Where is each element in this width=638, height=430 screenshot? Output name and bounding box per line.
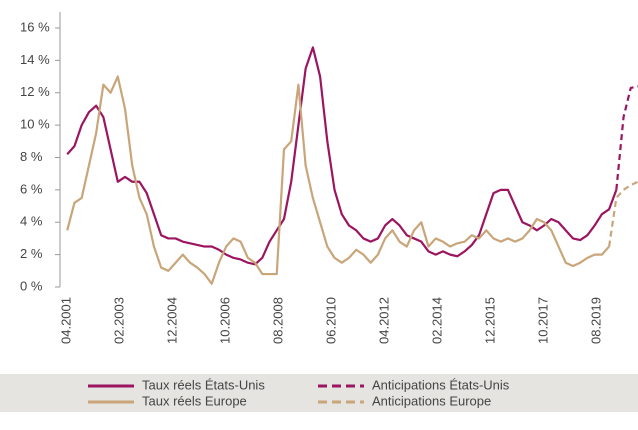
series-line xyxy=(66,46,618,266)
x-tick-label: 12.2004 xyxy=(165,297,180,344)
y-tick-label: 0 % xyxy=(20,278,43,293)
y-tick-label: 8 % xyxy=(20,149,43,164)
y-tick-label: 6 % xyxy=(20,181,43,196)
x-tick-label: 02.2003 xyxy=(112,297,127,344)
x-tick-label: 04.2001 xyxy=(59,297,74,344)
y-tick-label: 4 % xyxy=(20,214,43,229)
series-line xyxy=(608,180,638,247)
x-tick-label: 10.2017 xyxy=(536,297,551,344)
y-tick-label: 10 % xyxy=(20,117,50,132)
x-tick-label: 12.2015 xyxy=(483,297,498,344)
x-tick-label: 04.2012 xyxy=(377,297,392,344)
legend-label: Anticipations Europe xyxy=(372,393,491,408)
x-tick-label: 10.2006 xyxy=(218,297,233,344)
x-tick-label: 02.2014 xyxy=(430,297,445,344)
x-tick-label: 08.2008 xyxy=(271,297,286,344)
y-tick-label: 16 % xyxy=(20,19,50,34)
legend-label: Taux réels États-Unis xyxy=(142,377,265,392)
legend-label: Anticipations États-Unis xyxy=(372,377,510,392)
y-tick-label: 14 % xyxy=(20,52,50,67)
y-tick-label: 2 % xyxy=(20,246,43,261)
x-tick-label: 08.2019 xyxy=(588,297,603,344)
x-tick-label: 06.2010 xyxy=(324,297,339,344)
series-line xyxy=(615,85,638,190)
y-tick-label: 12 % xyxy=(20,84,50,99)
legend-box xyxy=(0,374,638,412)
legend-label: Taux réels Europe xyxy=(142,393,247,408)
series-line xyxy=(66,75,610,285)
